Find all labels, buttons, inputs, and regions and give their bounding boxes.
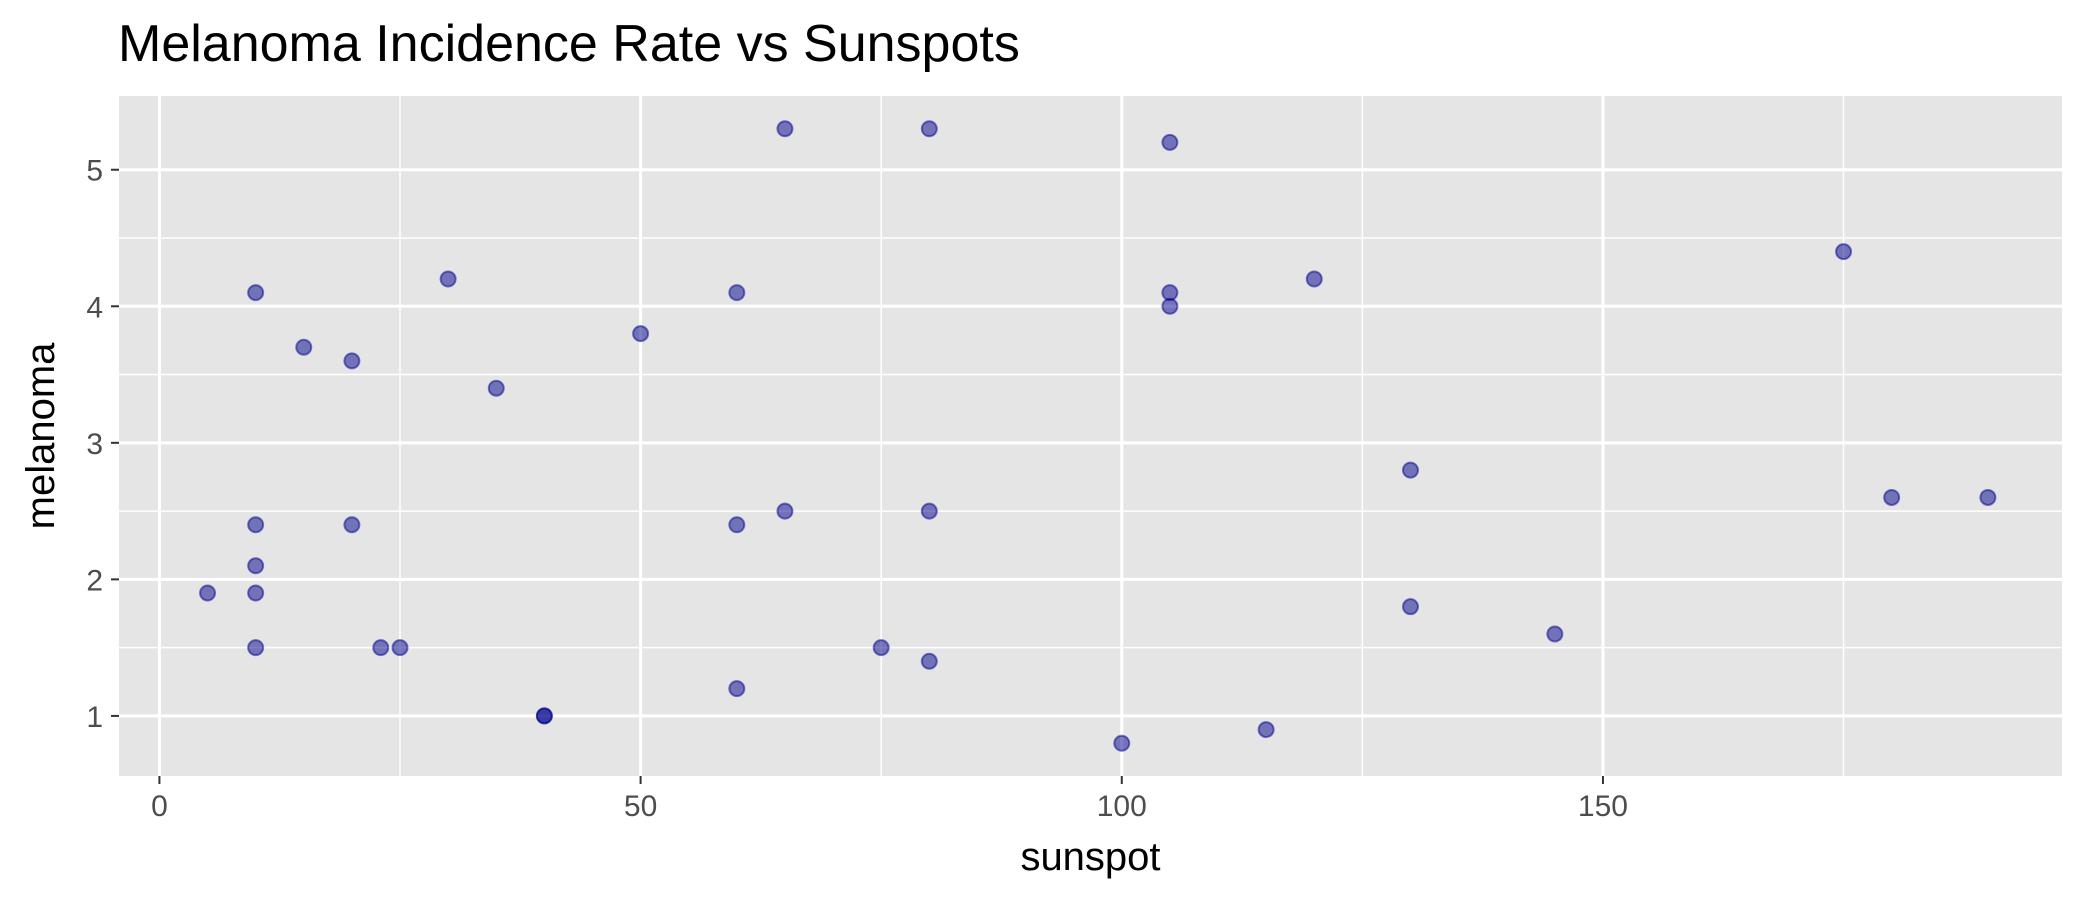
- scatter-point: [1835, 243, 1853, 261]
- scatter-point: [372, 639, 390, 657]
- scatter-point: [920, 652, 938, 670]
- scatter-point: [1979, 488, 1997, 506]
- scatter-point: [920, 502, 938, 520]
- scatter-point: [920, 120, 938, 138]
- x-tick-label: 150: [1578, 790, 1628, 823]
- scatter-point: [1113, 734, 1131, 752]
- y-tick-label: 1: [86, 701, 103, 734]
- axis-ticks: [111, 168, 1604, 784]
- scatter-point: [632, 325, 650, 343]
- scatter-point: [343, 516, 361, 534]
- scatter-point: [535, 707, 553, 725]
- scatter-point: [728, 680, 746, 698]
- scatter-point: [247, 557, 265, 575]
- scatter-point: [247, 284, 265, 302]
- y-tick-label: 3: [86, 428, 103, 461]
- scatter-point: [1546, 625, 1564, 643]
- x-axis-title: sunspot: [1020, 835, 1160, 879]
- major-gridlines: [119, 96, 2062, 776]
- y-tick-label: 2: [86, 564, 103, 597]
- plot-panel: [119, 96, 2062, 776]
- scatter-point: [295, 338, 313, 356]
- scatter-point: [872, 639, 890, 657]
- y-tick-labels: 1 2 3 4 5: [86, 155, 103, 734]
- x-tick-label: 0: [151, 790, 168, 823]
- x-tick-labels: 0 50 100 150: [151, 790, 1628, 823]
- data-points: [199, 120, 1997, 752]
- scatter-point: [728, 284, 746, 302]
- scatter-point: [199, 584, 217, 602]
- chart-title: Melanoma Incidence Rate vs Sunspots: [118, 15, 1020, 73]
- scatter-point: [728, 516, 746, 534]
- x-tick-label: 100: [1097, 790, 1147, 823]
- scatter-point: [776, 120, 794, 138]
- scatter-point: [776, 502, 794, 520]
- scatter-point: [343, 352, 361, 370]
- x-tick-label: 50: [624, 790, 657, 823]
- y-tick-label: 4: [86, 291, 103, 324]
- scatter-point: [1257, 721, 1275, 739]
- scatter-point: [247, 584, 265, 602]
- scatter-point: [1161, 133, 1179, 151]
- y-axis-title: melanoma: [19, 342, 63, 530]
- scatter-point: [439, 270, 457, 288]
- scatter-point: [391, 639, 409, 657]
- minor-gridlines: [119, 96, 2062, 776]
- scatter-point: [247, 639, 265, 657]
- scatter-point: [1305, 270, 1323, 288]
- scatter-point: [1883, 488, 1901, 506]
- scatter-point: [1401, 461, 1419, 479]
- scatter-point: [1401, 598, 1419, 616]
- scatter-point: [1161, 297, 1179, 315]
- y-tick-label: 5: [86, 155, 103, 188]
- scatter-point: [487, 379, 505, 397]
- scatter-point: [247, 516, 265, 534]
